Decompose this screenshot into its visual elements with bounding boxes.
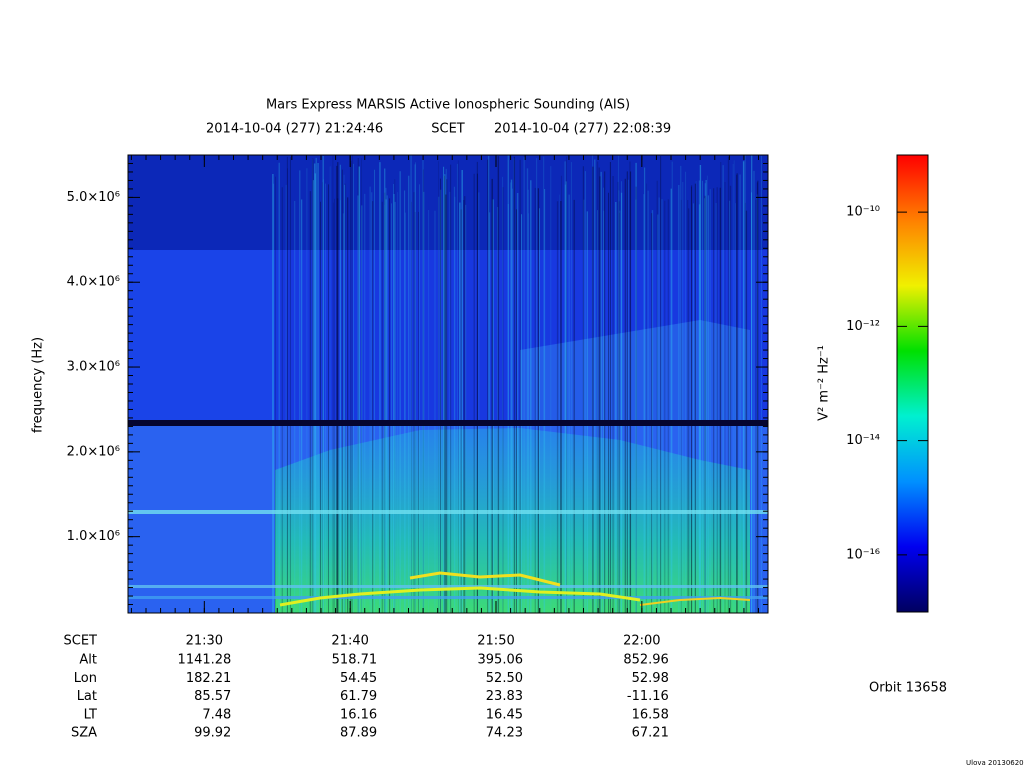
- row-label: Lat: [77, 689, 97, 704]
- spectrogram: [128, 155, 768, 613]
- table-cell: 16.45: [486, 707, 523, 722]
- table-cell: 67.21: [632, 726, 669, 741]
- orbit-label: Orbit 13658: [869, 681, 947, 696]
- y-tick-label: 1.0×10⁶: [67, 529, 120, 544]
- table-cell: 52.98: [632, 671, 669, 686]
- colorbar-tick-label: 10⁻¹⁶: [846, 547, 880, 562]
- table-cell: 1141.28: [178, 653, 232, 668]
- time-label: SCET: [431, 122, 465, 137]
- table-cell: -11.16: [627, 689, 669, 704]
- spectrogram-texture: [128, 420, 768, 426]
- table-cell: 85.57: [194, 689, 231, 704]
- table-cell: 99.92: [194, 726, 231, 741]
- x-tick-label: 21:30: [186, 634, 223, 649]
- colorbar-label: V² m⁻² Hz⁻¹: [817, 345, 832, 421]
- table-cell: 87.89: [340, 726, 377, 741]
- table-cell: 16.58: [632, 707, 669, 722]
- colorbar: [896, 154, 929, 613]
- table-cell: 61.79: [340, 689, 377, 704]
- spectrogram-texture: [128, 585, 768, 588]
- spectrogram-texture: [128, 596, 768, 599]
- spectrogram-texture: [520, 320, 750, 420]
- y-tick-label: 3.0×10⁶: [67, 360, 120, 375]
- table-cell: 518.71: [332, 653, 378, 668]
- table-cell: 52.50: [486, 671, 523, 686]
- x-tick-label: 21:40: [331, 634, 368, 649]
- spectrogram-texture: [128, 250, 273, 425]
- y-tick-label: 4.0×10⁶: [67, 275, 120, 290]
- y-tick-label: 5.0×10⁶: [67, 190, 120, 205]
- colorbar-tick-label: 10⁻¹⁰: [846, 205, 880, 220]
- y-tick-label: 2.0×10⁶: [67, 444, 120, 459]
- footer: Ulova 20130620: [966, 759, 1024, 767]
- start-time: 2014-10-04 (277) 21:24:46: [206, 122, 383, 137]
- table-header: SCET: [64, 634, 98, 649]
- row-label: LT: [84, 707, 97, 722]
- row-label: Lon: [74, 671, 97, 686]
- spectrogram-texture: [128, 155, 768, 250]
- chart-title: Mars Express MARSIS Active Ionospheric S…: [266, 98, 630, 113]
- table-cell: 7.48: [202, 707, 231, 722]
- y-axis-label: frequency (Hz): [31, 337, 46, 433]
- spectrogram-texture: [275, 428, 750, 613]
- x-tick-label: 22:00: [623, 634, 660, 649]
- row-label: Alt: [79, 653, 97, 668]
- spectrogram-texture: [128, 510, 768, 514]
- spectrogram-texture: [639, 596, 751, 606]
- spectrogram-texture: [409, 571, 561, 587]
- row-label: SZA: [71, 726, 97, 741]
- end-time: 2014-10-04 (277) 22:08:39: [494, 122, 671, 137]
- x-tick-label: 21:50: [477, 634, 514, 649]
- spectrogram-texture: [279, 586, 641, 607]
- table-cell: 16.16: [340, 707, 377, 722]
- colorbar-tick-label: 10⁻¹⁴: [846, 433, 880, 448]
- table-cell: 54.45: [340, 671, 377, 686]
- colorbar-tick-label: 10⁻¹²: [846, 319, 880, 334]
- table-cell: 23.83: [486, 689, 523, 704]
- table-cell: 395.06: [478, 653, 524, 668]
- table-cell: 852.96: [623, 653, 669, 668]
- table-cell: 182.21: [186, 671, 232, 686]
- table-cell: 74.23: [486, 726, 523, 741]
